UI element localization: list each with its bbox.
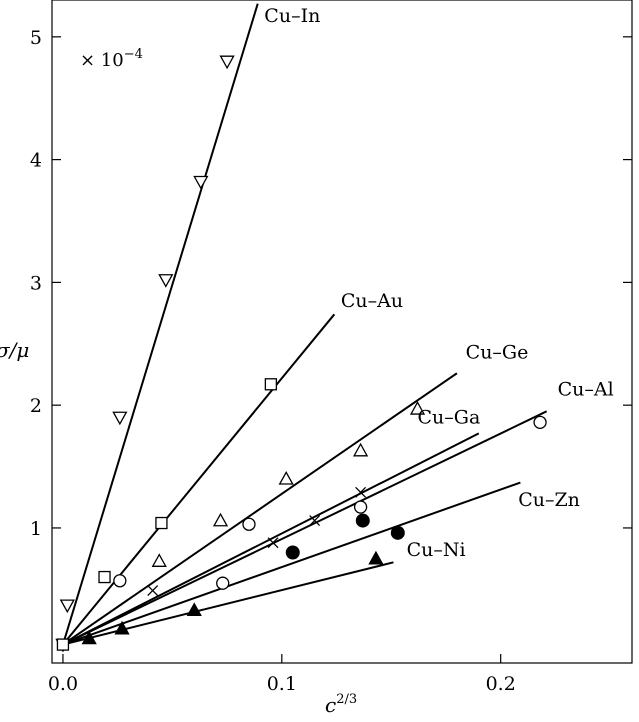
point-cu-in xyxy=(59,599,75,614)
fit-line-cu-au xyxy=(62,313,336,646)
ticks-layer: 0.0 0.1 0.2 1 2 3 4 5 xyxy=(30,27,632,695)
point-cu-ga xyxy=(355,486,367,498)
point-cu-in xyxy=(158,274,174,288)
x-axis-title-superscript: 2/3 xyxy=(336,692,357,707)
y-axis-title: σ/μ xyxy=(0,338,29,362)
point-cu-ge xyxy=(212,512,229,527)
point-cu-ge xyxy=(278,470,294,485)
x-tick-label: 0.0 xyxy=(48,673,78,695)
point-cu-al xyxy=(533,415,547,430)
point-cu-zn xyxy=(285,545,300,560)
point-cu-in xyxy=(112,411,128,426)
point-cu-au xyxy=(264,378,278,391)
point-cu-ni xyxy=(114,620,130,635)
series-label-cu-zn: Cu–Zn xyxy=(518,489,580,511)
point-cu-in xyxy=(219,55,235,70)
fit-line-cu-in xyxy=(61,3,259,645)
y-multiplier-exponent: −4 xyxy=(124,47,143,62)
series-label-cu-ge: Cu–Ge xyxy=(466,342,529,364)
y-tick-label: 3 xyxy=(30,272,42,294)
point-cu-ni xyxy=(368,550,384,565)
y-multiplier-text: × 10 xyxy=(80,50,124,71)
point-cu-ga xyxy=(267,537,279,549)
point-cu-ni xyxy=(81,630,97,645)
point-cu-au xyxy=(155,516,168,530)
point-cu-au xyxy=(98,570,111,584)
series-labels-layer: Cu–In Cu–Au Cu–Ge Cu–Ga Cu–Al Cu–Zn Cu–Ni xyxy=(264,5,613,561)
series-label-cu-au: Cu–Au xyxy=(341,290,403,312)
point-cu-ga xyxy=(309,515,321,527)
point-cu-al xyxy=(353,500,368,514)
point-cu-al xyxy=(113,574,127,588)
fit-line-cu-al xyxy=(62,410,548,646)
point-cu-au xyxy=(56,638,70,651)
point-cu-ge xyxy=(352,442,369,457)
y-tick-label: 4 xyxy=(30,150,42,172)
series-label-cu-in: Cu–In xyxy=(264,5,320,27)
fit-line-cu-ga xyxy=(62,432,480,646)
y-multiplier: × 10−4 xyxy=(80,47,143,71)
point-cu-al xyxy=(242,517,256,531)
point-cu-ga xyxy=(147,585,159,597)
x-axis-title: c2/3 xyxy=(325,692,357,717)
x-axis-title-base: c xyxy=(325,693,336,717)
y-tick-label: 5 xyxy=(30,27,42,49)
y-tick-label: 1 xyxy=(30,518,42,540)
point-cu-zn xyxy=(390,525,405,540)
fit-line-cu-zn xyxy=(62,481,521,646)
fit-line-cu-ge xyxy=(62,372,458,646)
point-cu-ge xyxy=(151,553,167,567)
series-label-cu-ni: Cu–Ni xyxy=(407,539,466,561)
series-label-cu-al: Cu–Al xyxy=(558,378,614,400)
point-cu-in xyxy=(193,175,209,190)
markers-layer xyxy=(55,55,547,653)
y-tick-label: 2 xyxy=(30,395,42,417)
point-cu-al xyxy=(216,576,230,590)
series-label-cu-ga: Cu–Ga xyxy=(418,407,481,429)
x-tick-label: 0.1 xyxy=(267,673,297,695)
point-cu-ni xyxy=(186,602,202,617)
point-cu-ge xyxy=(409,401,426,415)
plot-frame xyxy=(51,0,633,664)
fit-line-cu-ni xyxy=(62,561,394,646)
fit-lines-layer xyxy=(61,3,548,646)
point-cu-zn xyxy=(355,513,370,528)
x-tick-label: 0.2 xyxy=(486,673,516,695)
